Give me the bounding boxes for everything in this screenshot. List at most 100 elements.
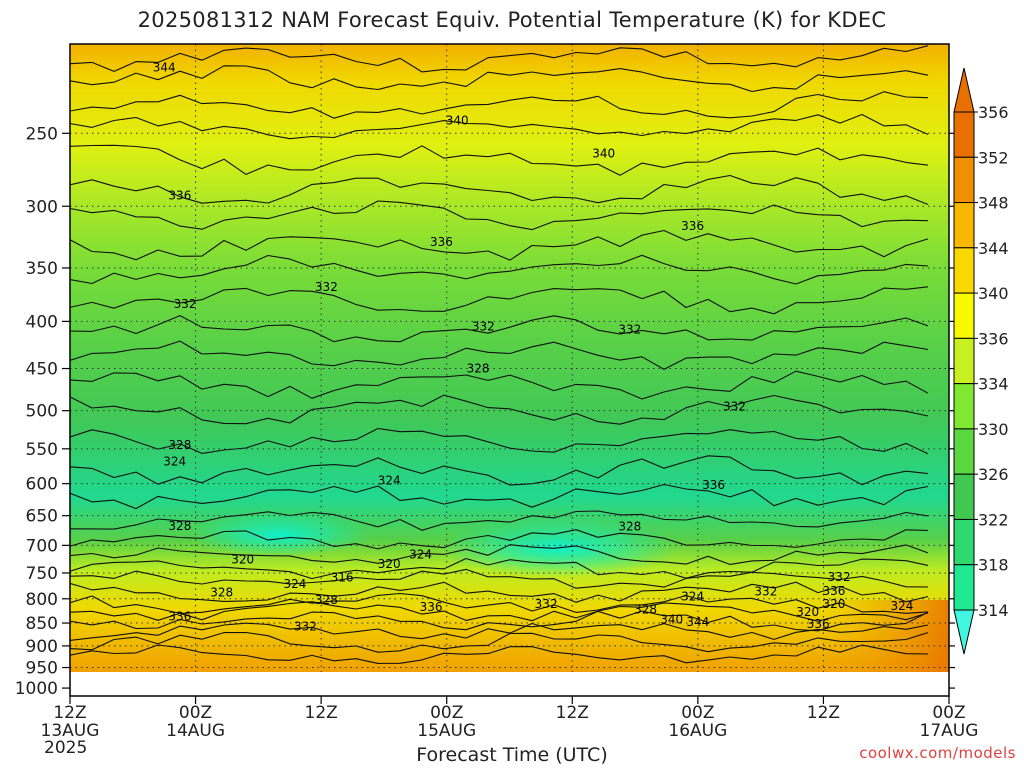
colorbar-label-326: 326: [978, 465, 1009, 484]
y-tick-label-500: 500: [26, 402, 58, 422]
colorbar-bottom-arrow: [953, 609, 975, 655]
contour-line: [70, 568, 929, 589]
colorbar-label-314: 314: [978, 601, 1009, 620]
contour-line: [70, 592, 929, 614]
contour-label-344: 344: [686, 615, 709, 629]
contour-line: [70, 601, 929, 622]
colorbar-box-352: [953, 111, 975, 158]
contour-line: [70, 286, 929, 315]
contour-label-332: 332: [174, 297, 197, 311]
contour-label-332: 332: [618, 322, 641, 336]
contour-line: [70, 254, 929, 285]
x-tick-label-84: 00Z: [932, 703, 965, 723]
contour-label-340: 340: [660, 613, 683, 627]
contour-line: [70, 581, 929, 603]
x-tick-date-84: 17AUG: [920, 721, 979, 741]
colorbar-box-334: [953, 337, 975, 385]
contour-label-332: 332: [472, 319, 495, 333]
contour-line: [70, 455, 929, 486]
contour-label-344: 344: [153, 60, 176, 74]
contour-label-340: 340: [592, 147, 615, 161]
contour-line: [70, 340, 929, 370]
contour-label-332: 332: [723, 400, 746, 414]
x-tick-label-24: 12Z: [305, 703, 338, 723]
colorbar-label-348: 348: [978, 194, 1009, 213]
x-tick-date-12: 14AUG: [166, 721, 225, 741]
contour-line: [70, 65, 929, 93]
contour-label-324: 324: [378, 473, 401, 487]
contour-line: [70, 45, 929, 73]
contour-label-332: 332: [828, 570, 851, 584]
contour-label-328: 328: [315, 593, 338, 607]
colorbar-label-344: 344: [978, 239, 1009, 258]
colorbar-label-322: 322: [978, 510, 1009, 529]
y-tick-label-400: 400: [26, 312, 58, 332]
y-tick-label-700: 700: [26, 536, 58, 556]
contour-line: [70, 557, 929, 580]
contour-label-336: 336: [430, 235, 453, 249]
y-tick-label-450: 450: [26, 360, 58, 380]
contour-label-332: 332: [294, 619, 317, 633]
colorbar-label-334: 334: [978, 375, 1009, 394]
colorbar-box-326: [953, 428, 975, 475]
x-tick-label-12: 00Z: [179, 703, 212, 723]
contour-line: [70, 544, 929, 565]
x-tick-date-36: 15AUG: [417, 721, 476, 741]
contour-label-336: 336: [822, 584, 845, 598]
year-label: 2025: [44, 738, 88, 758]
contour-line: [70, 200, 929, 231]
contour-line: [70, 394, 929, 425]
y-tick-label-800: 800: [26, 590, 58, 610]
contour-label-324: 324: [890, 599, 913, 613]
contour-line: [70, 427, 929, 455]
colorbar-box-344: [953, 202, 975, 249]
contour-label-332: 332: [754, 585, 777, 599]
y-tick-label-1000: 1000: [15, 679, 58, 699]
y-tick-label-750: 750: [26, 564, 58, 584]
low-theta-e-core-west: [190, 513, 370, 557]
contour-line: [70, 529, 929, 550]
pressure-axis: 250 300 350 400 450 500 550 600 650 700 750 800 850 9…: [15, 124, 955, 699]
contour-label-340: 340: [446, 113, 469, 127]
y-tick-label-550: 550: [26, 440, 58, 460]
colorbar-box-340: [953, 247, 975, 294]
grid-lines: [70, 44, 949, 672]
contour-line: [70, 483, 929, 510]
contour-line: [70, 631, 929, 653]
contour-label-328: 328: [618, 520, 641, 534]
contour-label-320: 320: [231, 552, 254, 566]
colorbar: 356 352 348 344 340 336 334 330 326 322 318 314: [953, 67, 1009, 655]
contour-label-332: 332: [315, 280, 338, 294]
plot-frame: [69, 43, 950, 697]
x-tick-label-0: 12Z: [53, 703, 86, 723]
contour-label-320: 320: [378, 557, 401, 571]
x-tick-date-0: 13AUG: [41, 721, 100, 741]
x-tick-label-48: 12Z: [556, 703, 589, 723]
colorbar-box-348: [953, 156, 975, 204]
contour-line: [70, 174, 929, 206]
contour-line: [70, 510, 929, 531]
contour-label-324: 324: [284, 577, 307, 591]
x-axis-label: Forecast Time (UTC): [416, 744, 608, 766]
y-tick-label-250: 250: [26, 124, 58, 144]
contour-label-328: 328: [168, 438, 191, 452]
contour-line: [70, 229, 929, 261]
contour-label-328: 328: [168, 519, 191, 533]
x-tick-date-60: 16AUG: [668, 721, 727, 741]
y-tick-label-850: 850: [26, 614, 58, 634]
colorbar-label-356: 356: [978, 103, 1009, 122]
contour-label-316: 316: [331, 571, 354, 585]
contour-label-336: 336: [681, 219, 704, 233]
contour-line: [70, 370, 929, 400]
colorbar-box-322: [953, 473, 975, 520]
colorbar-box-314: [953, 564, 975, 611]
contour-label-320: 320: [822, 597, 845, 611]
credit-link[interactable]: coolwx.com/models: [859, 744, 1016, 762]
colorbar-top-arrow: [953, 67, 975, 113]
contour-label-336: 336: [168, 609, 191, 623]
contour-label-328: 328: [634, 603, 657, 617]
colorbar-box-336: [953, 292, 975, 339]
contour-label-336: 336: [702, 478, 725, 492]
